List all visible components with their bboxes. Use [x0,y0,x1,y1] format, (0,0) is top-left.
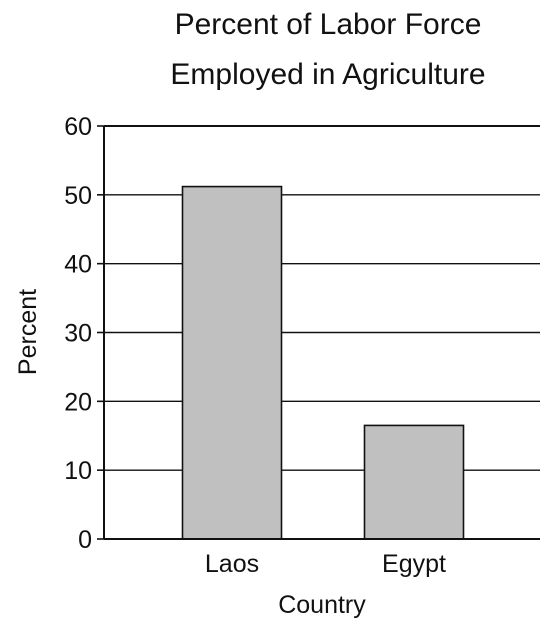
y-tick-label-50: 50 [64,182,92,210]
y-tick-labels: 0 10 20 30 40 50 60 [64,113,92,554]
x-tick-labels: Laos Egypt [205,550,446,578]
y-tick-label-20: 20 [64,388,92,416]
axes [97,125,540,540]
x-tick-label-laos: Laos [205,550,259,578]
chart-title-line-1: Percent of Labor Force [175,8,482,41]
y-tick-label-10: 10 [64,457,92,485]
gridlines [104,125,540,471]
y-tick-label-30: 30 [64,320,92,348]
y-axis-title: Percent [14,289,42,375]
bar-laos [181,185,283,540]
y-tick-label-40: 40 [64,251,92,279]
y-tick-label-60: 60 [64,113,92,141]
x-tick-label-egypt: Egypt [382,550,446,578]
y-tick-label-0: 0 [78,526,92,554]
chart-title-line-2: Employed in Agriculture [170,58,485,91]
bars [181,185,465,540]
x-axis-title: Country [278,591,366,619]
bar-egypt [363,424,465,540]
